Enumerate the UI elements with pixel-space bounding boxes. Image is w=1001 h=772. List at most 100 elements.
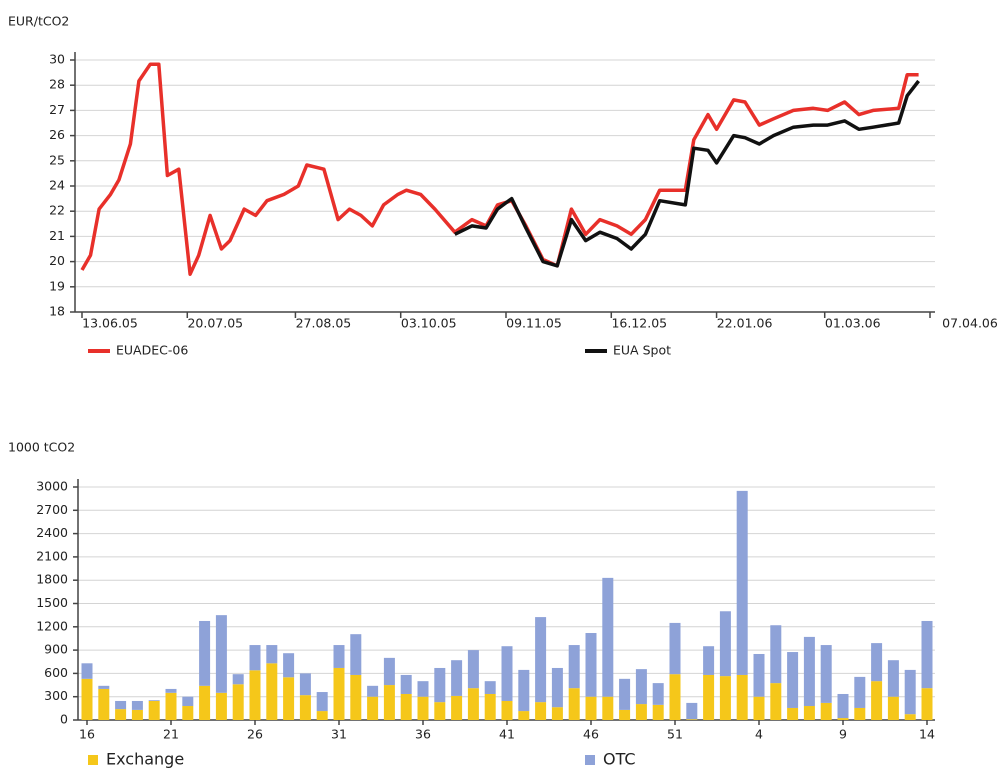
y-tick-label: 600 <box>44 665 68 680</box>
bar-segment <box>451 695 463 720</box>
x-tick-label: 4 <box>755 727 763 742</box>
bar-segment <box>333 667 345 720</box>
y-tick-label: 0 <box>60 712 68 727</box>
bar-segment <box>669 674 681 720</box>
y-tick-label: 21 <box>49 228 65 243</box>
y-tick-label: 26 <box>49 127 65 142</box>
bar-segment <box>249 645 261 671</box>
bar-segment <box>921 620 933 689</box>
bar-segment <box>165 692 177 720</box>
bar-segment <box>467 650 479 689</box>
bar-segment <box>484 681 496 694</box>
bar-segment <box>484 693 496 720</box>
bar-segment <box>115 709 127 720</box>
bar-segment <box>333 645 345 668</box>
bar-segment <box>383 685 395 720</box>
bar-segment <box>199 620 211 686</box>
x-tick-label: 16 <box>79 727 95 742</box>
x-tick-label: 21 <box>163 727 179 742</box>
bar-segment <box>753 653 765 697</box>
bar-segment <box>417 681 429 697</box>
bar-segment <box>837 718 849 720</box>
y-tick-label: 300 <box>44 688 68 703</box>
bar-segment <box>518 711 530 720</box>
y-tick-label: 20 <box>49 253 65 268</box>
bar-segment <box>904 714 916 720</box>
x-tick-label: 03.10.05 <box>401 316 457 331</box>
y-tick-label: 1500 <box>36 595 68 610</box>
x-tick-label: 51 <box>667 727 683 742</box>
bar-segment <box>434 702 446 720</box>
bar-segment <box>182 706 194 720</box>
bar-segment <box>837 693 849 719</box>
bar-segment <box>568 688 580 720</box>
bar-segment <box>451 660 463 696</box>
bar-segment <box>904 669 916 715</box>
bar-segment <box>81 678 93 720</box>
bar-segment <box>871 643 883 682</box>
bar-segment <box>820 645 832 703</box>
y-axis-label: 1000 tCO2 <box>8 440 75 455</box>
bar-segment <box>871 681 883 720</box>
bar-segment <box>501 646 513 701</box>
series-line <box>454 79 920 268</box>
bar-segment <box>635 669 647 705</box>
bar-segment <box>568 645 580 689</box>
bar-segment <box>854 707 866 720</box>
bar-segment <box>199 685 211 720</box>
bar-segment <box>921 688 933 720</box>
y-tick-label: 18 <box>49 304 65 319</box>
bar-segment <box>719 676 731 720</box>
legend-label: EUADEC-06 <box>116 343 188 358</box>
bar-segment <box>787 707 799 720</box>
bar-segment <box>803 636 815 707</box>
y-tick-label: 27 <box>49 102 65 117</box>
y-tick-label: 30 <box>49 52 65 67</box>
x-tick-label: 41 <box>499 727 515 742</box>
bar-segment <box>232 684 244 720</box>
x-tick-label: 16.12.05 <box>611 316 667 331</box>
bar-segment <box>400 693 412 720</box>
bar-segment <box>652 683 664 705</box>
y-tick-label: 1800 <box>36 572 68 587</box>
bar-segment <box>585 696 597 720</box>
bar-segment <box>299 695 311 720</box>
bar-segment <box>316 692 328 712</box>
x-tick-label: 07.04.06 <box>942 316 998 331</box>
bar-segment <box>887 660 899 697</box>
bar-segment <box>736 674 748 720</box>
bar-segment <box>652 704 664 720</box>
bar-segment <box>753 696 765 720</box>
y-tick-label: 2700 <box>36 502 68 517</box>
bar-segment <box>249 670 261 720</box>
bar-segment <box>787 652 799 708</box>
bar-segment <box>266 663 278 720</box>
bar-segment <box>887 696 899 720</box>
y-tick-label: 2100 <box>36 548 68 563</box>
bar-segment <box>703 646 715 675</box>
y-tick-label: 2400 <box>36 525 68 540</box>
bar-segment <box>619 678 631 710</box>
y-axis-label: EUR/tCO2 <box>8 14 69 29</box>
bar-segment <box>417 696 429 720</box>
bar-segment <box>316 711 328 720</box>
y-tick-label: 22 <box>49 203 65 218</box>
bar-segment <box>182 696 194 707</box>
bar-segment <box>367 696 379 720</box>
y-tick-label: 24 <box>49 178 65 193</box>
x-tick-label: 20.07.05 <box>187 316 243 331</box>
series-line <box>80 62 919 276</box>
bar-segment <box>820 702 832 720</box>
legend-swatch <box>585 755 595 765</box>
x-tick-label: 09.11.05 <box>506 316 562 331</box>
bar-segment <box>770 625 782 684</box>
x-tick-label: 14 <box>919 727 935 742</box>
bar-segment <box>131 709 143 720</box>
bar-segment <box>299 673 311 696</box>
bar-segment <box>770 683 782 720</box>
x-tick-label: 9 <box>839 727 847 742</box>
bar-segment <box>686 702 698 720</box>
bar-segment <box>232 674 244 685</box>
bar-segment <box>803 706 815 720</box>
